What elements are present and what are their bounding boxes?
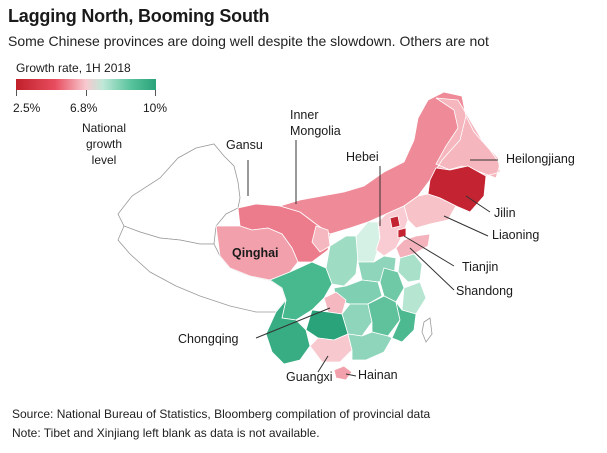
province-fujian bbox=[391, 301, 417, 343]
legend-label-mid: 6.8% bbox=[70, 101, 98, 115]
label-tianjin: Tianjin bbox=[462, 260, 499, 274]
legend-tick-high bbox=[155, 90, 156, 96]
province-beijing bbox=[389, 215, 401, 229]
label-liaoning: Liaoning bbox=[492, 228, 540, 242]
legend-label-high: 10% bbox=[143, 101, 168, 115]
label-qinghai: Qinghai bbox=[232, 246, 279, 260]
note-line: Note: Tibet and Xinjiang left blank as d… bbox=[12, 426, 320, 440]
legend-color-scale bbox=[16, 79, 156, 90]
province-jiangsu bbox=[397, 253, 423, 283]
legend-title: Growth rate, 1H 2018 bbox=[16, 61, 131, 75]
province-guangdong bbox=[347, 331, 393, 361]
label-heilongjiang: Heilongjiang bbox=[506, 152, 575, 166]
label-inner-mongolia-line2: Mongolia bbox=[290, 124, 341, 138]
label-gansu: Gansu bbox=[226, 138, 263, 152]
legend-label-low: 2.5% bbox=[13, 101, 41, 115]
label-hainan: Hainan bbox=[358, 368, 398, 382]
legend-national-note: National growth level bbox=[81, 121, 127, 167]
label-chongqing: Chongqing bbox=[178, 332, 239, 346]
province-liaoning bbox=[403, 193, 457, 229]
legend-tick-low bbox=[16, 90, 17, 96]
label-guangxi: Guangxi bbox=[286, 370, 333, 384]
chart-title: Lagging North, Booming South bbox=[8, 6, 270, 26]
province-shaanxi bbox=[325, 235, 359, 287]
label-inner-mongolia-line1: Inner bbox=[290, 108, 319, 122]
leader-jilin bbox=[465, 195, 491, 213]
source-notes: Source: National Bureau of Statistics, B… bbox=[12, 405, 430, 443]
leader-liaoning bbox=[443, 215, 489, 237]
province-ningxia bbox=[311, 225, 331, 253]
source-line: Source: National Bureau of Statistics, B… bbox=[12, 407, 431, 421]
province-jiangxi bbox=[367, 295, 401, 337]
leader-shandong bbox=[409, 247, 455, 291]
province-taiwan bbox=[421, 317, 433, 343]
province-sichuan bbox=[269, 261, 333, 321]
legend-tick-mid bbox=[86, 90, 87, 96]
label-shandong: Shandong bbox=[456, 284, 514, 298]
label-jilin: Jilin bbox=[494, 206, 516, 220]
province-zhejiang bbox=[401, 281, 427, 315]
chart-subtitle: Some Chinese provinces are doing well de… bbox=[8, 33, 489, 49]
province-hebei bbox=[375, 205, 409, 257]
leader-tianjin bbox=[403, 235, 455, 267]
leader-guangxi bbox=[317, 355, 329, 373]
label-hebei: Hebei bbox=[346, 150, 379, 164]
leader-hainan bbox=[345, 373, 357, 377]
leader-lines bbox=[247, 140, 498, 377]
province-qinghai bbox=[215, 225, 299, 281]
leader-chongqing bbox=[255, 307, 331, 339]
province-hainan bbox=[333, 365, 353, 381]
province-shanxi bbox=[355, 221, 381, 263]
province-tianjin bbox=[397, 227, 407, 239]
province-guizhou bbox=[305, 309, 349, 341]
